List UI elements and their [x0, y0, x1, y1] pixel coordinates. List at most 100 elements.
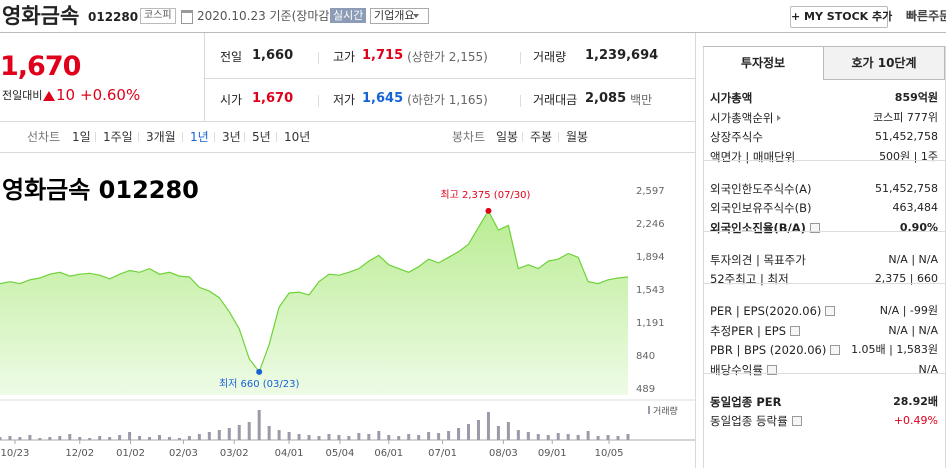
x-tick-label: 04/01	[275, 448, 304, 459]
info-value: N/A | N/A	[888, 323, 938, 337]
volume-bar	[297, 434, 301, 440]
volume-label: 거래량	[653, 405, 678, 417]
volume-bar	[28, 435, 32, 440]
volume-bar	[187, 436, 191, 440]
info-value: N/A | -99원	[879, 304, 938, 317]
help-icon	[791, 416, 802, 426]
quick-order[interactable]: 빠른주문	[906, 9, 946, 23]
x-tick-label: 05/04	[326, 448, 355, 459]
info-value: 코스피 777위	[873, 110, 938, 124]
volume-bar	[247, 422, 251, 440]
quote-label: 고가	[333, 50, 356, 64]
info-label: 52주최고 | 최저	[710, 272, 789, 286]
info-label: 액면가 | 매매단위	[710, 149, 796, 164]
volume-bar	[586, 431, 590, 440]
info-value: 51,452,758	[875, 130, 938, 143]
volume-bar	[566, 434, 570, 440]
candle-tab[interactable]: 주봉	[530, 130, 553, 144]
change-rate: +0.60%	[80, 86, 141, 104]
volume-bar	[197, 434, 201, 440]
info-divider	[704, 231, 945, 232]
volume-bar	[347, 436, 351, 440]
help-icon	[825, 306, 836, 316]
quote-label: 저가	[333, 93, 356, 107]
tab-divider	[276, 132, 277, 142]
volume-bar	[148, 437, 152, 440]
quote-value: 1,670	[252, 91, 294, 106]
y-tick-label: 1,894	[636, 252, 665, 263]
volume-bar	[606, 435, 610, 440]
volume-bar	[427, 432, 431, 440]
period-tab[interactable]: 3개월	[146, 130, 176, 144]
quote-row-divider	[205, 78, 695, 79]
x-tick-label: 06/01	[374, 448, 403, 459]
price-area	[0, 210, 628, 395]
chart-title: 영화금속 012280	[2, 176, 199, 204]
info-value: 28.92배	[893, 394, 938, 408]
volume-bar	[626, 434, 630, 440]
volume-bar	[576, 435, 580, 440]
candle-tab[interactable]: 월봉	[566, 130, 589, 144]
period-tab[interactable]: 10년	[284, 130, 311, 144]
volume-legend-swatch	[648, 406, 650, 414]
mystock-button[interactable]: + MY STOCK 추가	[790, 6, 892, 28]
period-tab[interactable]: 5년	[252, 130, 271, 144]
info-value: N/A | N/A	[888, 252, 938, 266]
main-border	[695, 33, 696, 468]
candle-tab[interactable]: 일봉	[496, 130, 519, 144]
quote-label: 시가	[220, 93, 243, 107]
volume-bar	[476, 420, 480, 440]
volume-bar	[277, 430, 281, 440]
overview-caret	[413, 14, 419, 18]
info-label: PBR | BPS (2020.06)	[710, 343, 827, 357]
volume-bar	[516, 430, 520, 440]
volume-bar	[447, 431, 451, 440]
period-tab[interactable]: 3년	[222, 130, 241, 144]
current-price: 1,670	[0, 51, 81, 82]
tabs-divider	[0, 152, 695, 153]
volume-bar	[128, 432, 132, 440]
change-up-icon	[43, 91, 55, 101]
volume-bar	[207, 432, 211, 440]
volume-bar	[387, 435, 391, 440]
volume-bar	[257, 410, 261, 440]
quote-value: 1,715	[362, 48, 404, 63]
info-value: 0.90%	[899, 220, 938, 234]
x-tick-label: 01/02	[116, 448, 145, 459]
high-marker	[485, 207, 492, 214]
volume-bar	[8, 436, 12, 440]
volume-bar	[536, 434, 540, 440]
tab-divider	[182, 132, 183, 142]
volume-bar	[397, 436, 401, 440]
volume-bar	[58, 436, 62, 440]
volume-bar	[287, 432, 291, 440]
info-tab[interactable]: 호가 10단계	[823, 46, 945, 80]
period-tab[interactable]: 1년	[190, 130, 209, 144]
x-tick-label: 08/03	[489, 448, 518, 459]
overview-button[interactable]: 기업개요	[370, 8, 430, 24]
volume-bar	[118, 435, 122, 440]
info-label: 동일업종 PER	[710, 394, 782, 409]
stock-code: 012280	[88, 10, 139, 24]
period-tab[interactable]: 1주일	[103, 130, 133, 144]
low-marker	[256, 368, 263, 375]
panel-border-left	[703, 46, 704, 468]
help-icon	[766, 364, 777, 375]
volume-bar	[417, 435, 421, 440]
x-tick-label: 07/01	[428, 448, 457, 459]
volume-bar	[48, 437, 52, 440]
change-amount: 10	[56, 86, 76, 104]
tab-divider	[244, 132, 245, 142]
volume-bar	[437, 433, 441, 440]
y-tick-label: 2,597	[636, 186, 665, 197]
info-divider	[704, 373, 945, 374]
tab-divider	[558, 132, 559, 142]
period-tab[interactable]: 1일	[72, 130, 91, 144]
info-value: 1.05배 | 1,583원	[851, 343, 938, 356]
volume-bar	[546, 435, 550, 440]
quote-note: (하한가 1,165)	[407, 93, 488, 107]
info-tab-active[interactable]: 투자정보	[703, 46, 823, 80]
line-chart-label: 선차트	[27, 130, 61, 144]
info-value: 463,484	[892, 201, 939, 214]
tab-divider	[138, 132, 139, 142]
